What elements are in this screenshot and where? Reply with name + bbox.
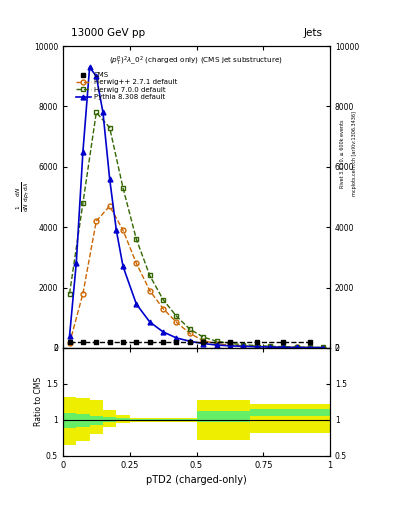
Legend: CMS, Herwig++ 2.7.1 default, Herwig 7.0.0 default, Pythia 8.308 default: CMS, Herwig++ 2.7.1 default, Herwig 7.0.… bbox=[74, 71, 178, 101]
Text: 13000 GeV pp: 13000 GeV pp bbox=[71, 28, 145, 38]
Text: Rivet 3.1.10, ≥ 600k events: Rivet 3.1.10, ≥ 600k events bbox=[340, 119, 345, 188]
Text: Jets: Jets bbox=[303, 28, 322, 38]
Text: mcplots.cern.ch [arXiv:1306.3436]: mcplots.cern.ch [arXiv:1306.3436] bbox=[352, 111, 357, 196]
X-axis label: pTD2 (charged-only): pTD2 (charged-only) bbox=[146, 475, 247, 485]
Y-axis label: $\frac{1}{\mathrm{d}N}\,\frac{\mathrm{d}N}{\mathrm{d}p_T\,\mathrm{d}\lambda}$: $\frac{1}{\mathrm{d}N}\,\frac{\mathrm{d}… bbox=[15, 182, 32, 212]
Text: $(p_T^p)^2\lambda\_0^2$ (charged only) (CMS jet substructure): $(p_T^p)^2\lambda\_0^2$ (charged only) (… bbox=[110, 55, 283, 69]
Y-axis label: Ratio to CMS: Ratio to CMS bbox=[34, 377, 43, 426]
